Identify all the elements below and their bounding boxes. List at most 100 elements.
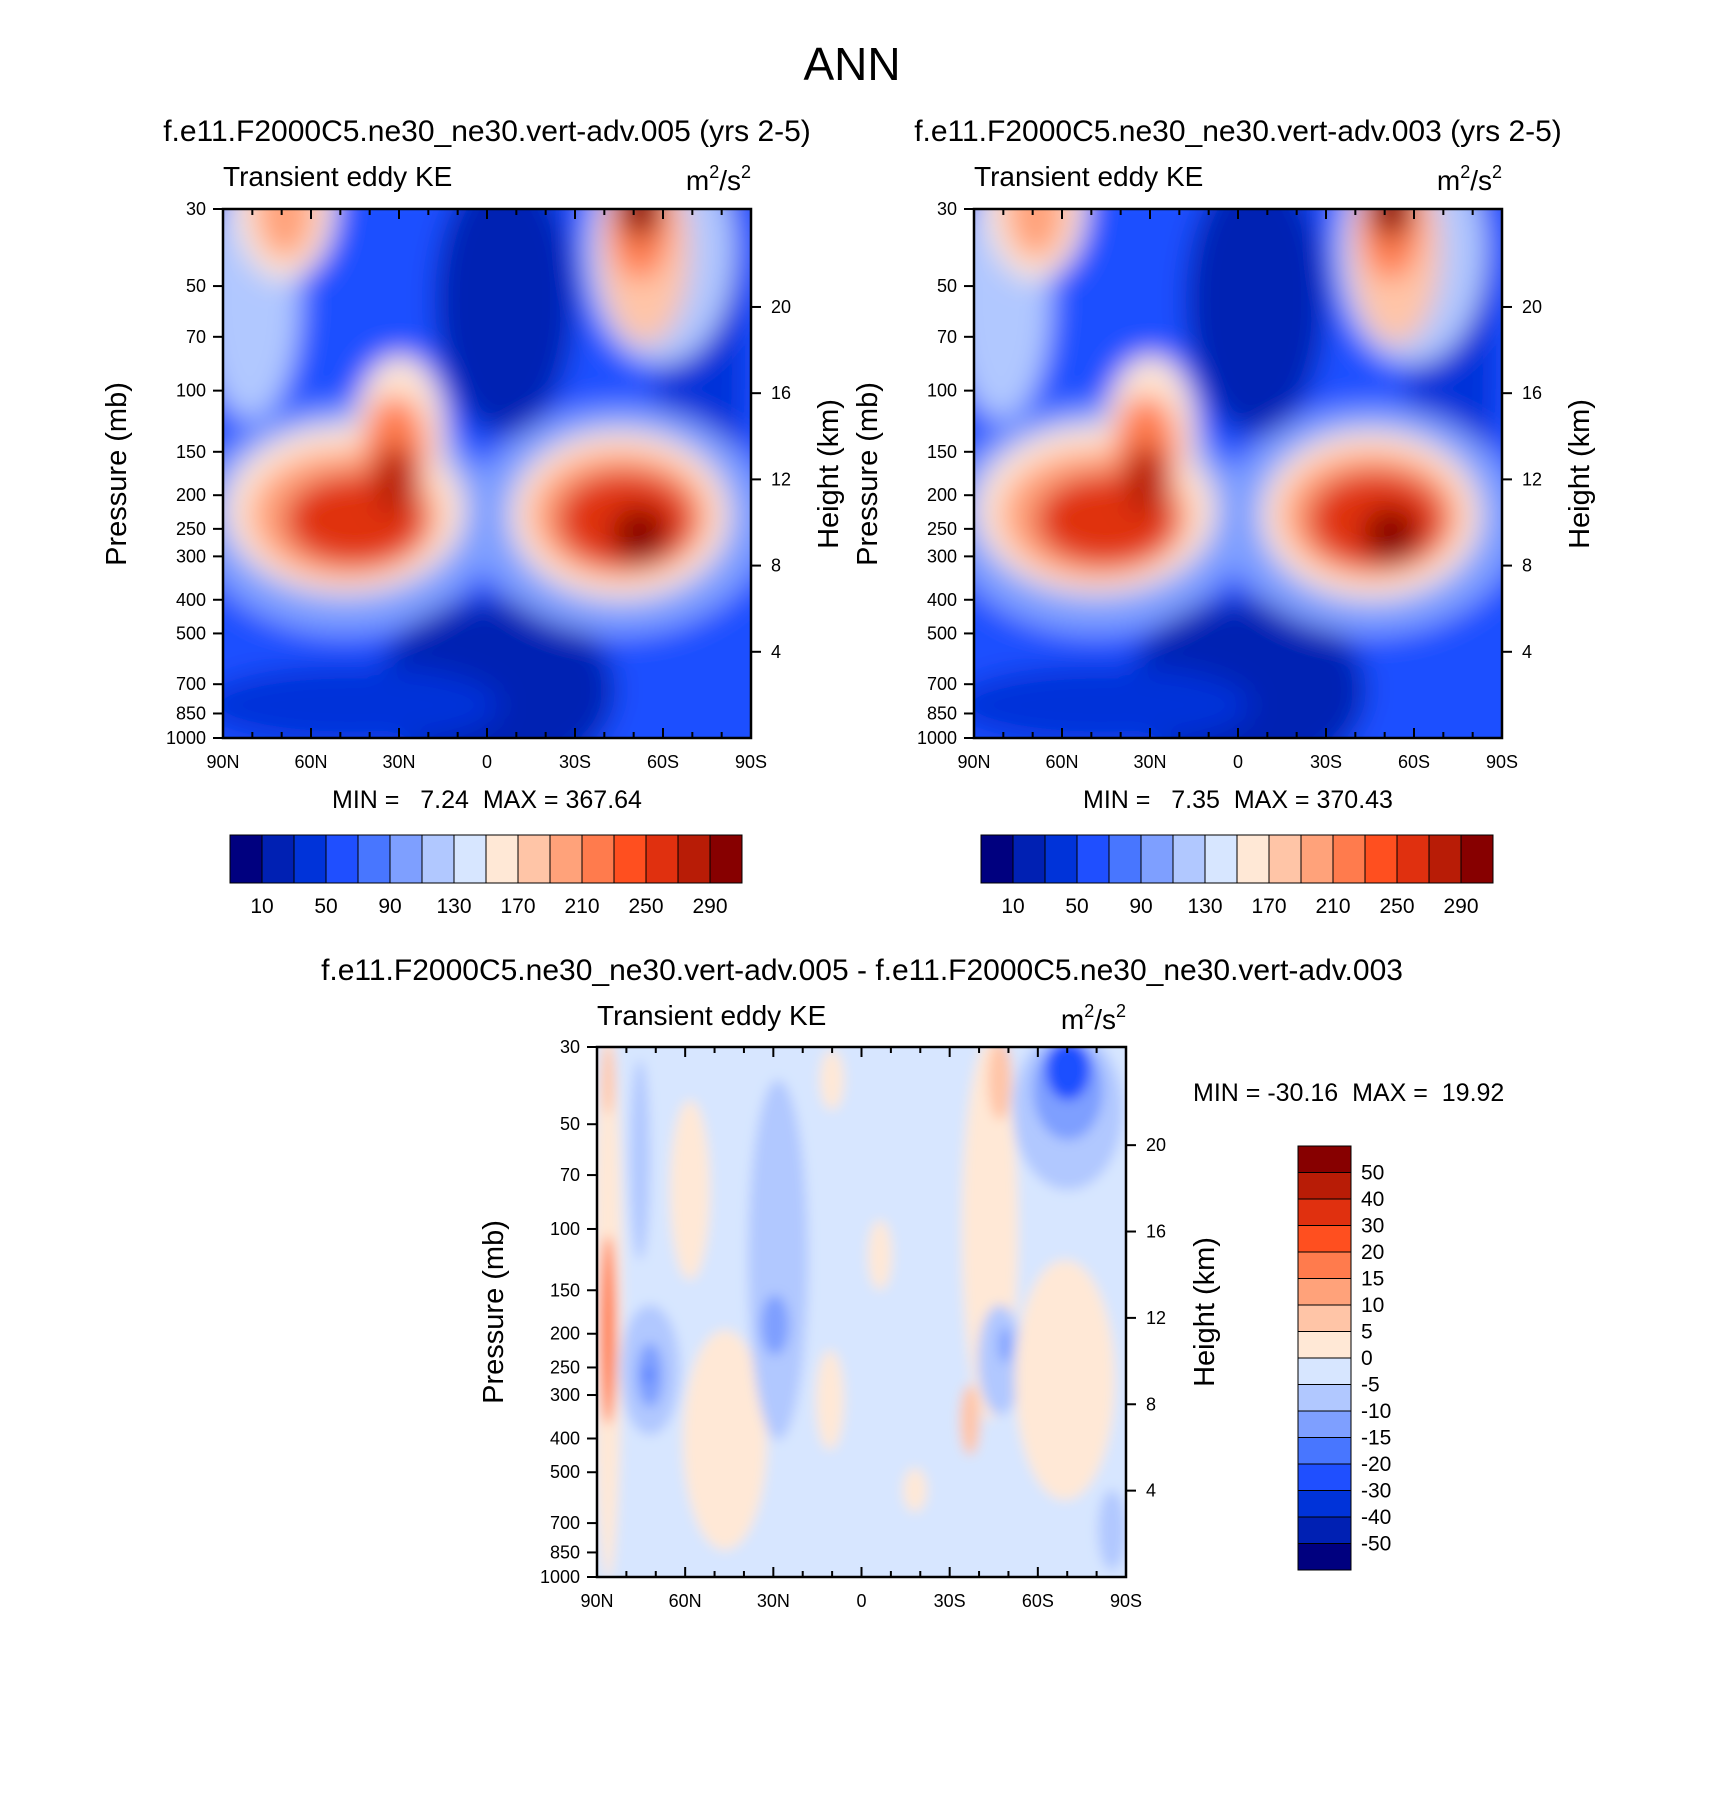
colorbar-label: 250 [628,895,663,918]
y-tick-label: 250 [927,519,957,539]
colorbar-box [293,834,327,884]
colorbar: 10 50 90 130 170 210 250 290 [229,834,743,918]
y-right-tick-label: 8 [1522,556,1532,576]
colorbar-box [1172,834,1206,884]
left-string: Transient eddy KE [974,161,1203,192]
colorbar-label: -5 [1361,1374,1380,1397]
colorbar-label: 50 [1361,1162,1384,1185]
colorbar-label: 90 [1129,895,1152,918]
y-tick-label: 200 [927,485,957,505]
colorbar-label: 170 [1251,895,1286,918]
y-right-tick-label: 8 [771,556,781,576]
x-tick-label: 60S [1398,752,1430,772]
colorbar-label: -40 [1361,1506,1391,1529]
colorbar-label: 15 [1361,1268,1384,1291]
colorbar-box [1297,1331,1352,1359]
colorbar-label: 130 [1187,895,1222,918]
x-tick-label: 60N [1045,752,1078,772]
colorbar-box [1297,1225,1352,1253]
y-tick-label: 250 [550,1357,580,1377]
y-tick-label: 1000 [166,728,206,748]
min-max-label: MIN = 7.24 MAX = 367.64 [332,786,642,814]
colorbar-label: 20 [1361,1241,1384,1264]
y-tick-label: 1000 [917,728,957,748]
y-right-tick-label: 4 [771,642,781,662]
y-right-tick-label: 20 [1522,297,1542,317]
min-max-label: MIN = 7.35 MAX = 370.43 [1083,786,1393,814]
colorbar-box [581,834,615,884]
colorbar-box [389,834,423,884]
colorbar-label: 130 [436,895,471,918]
x-tick-label: 60N [669,1591,702,1611]
colorbar-label: 10 [1361,1294,1384,1317]
x-tick-label: 90S [1486,752,1518,772]
colorbar-box [1297,1410,1352,1438]
y-right-tick-label: 12 [771,469,791,489]
y-tick-label: 850 [176,703,206,723]
x-axis: 90N 60N 30N 0 30S 60S 90S [957,209,1518,772]
colorbar-box [1297,1543,1352,1571]
colorbar-box [1236,834,1270,884]
y-right-tick-label: 8 [1146,1394,1156,1414]
colorbar-label: 50 [314,895,337,918]
y-axis-right-title: Height (km) [1564,399,1596,549]
colorbar-box [453,834,487,884]
y-right-tick-label: 16 [1522,383,1542,403]
units-label: m2/s2 [1437,162,1502,196]
colorbar-box [1297,1172,1352,1200]
colorbar-box [229,834,263,884]
x-tick-label: 60S [1022,1591,1054,1611]
x-axis: 90N 60N 30N 0 30S 60S 90S [206,209,767,772]
colorbar-box [261,834,295,884]
y-tick-label: 400 [550,1429,580,1449]
colorbar-box [1300,834,1334,884]
y-right-tick-label: 20 [771,297,791,317]
x-tick-label: 60S [647,752,679,772]
y-tick-label: 30 [186,199,206,219]
colorbar-box [1297,1145,1352,1173]
y-tick-label: 100 [927,381,957,401]
y-tick-label: 50 [937,276,957,296]
y-tick-label: 150 [550,1280,580,1300]
panel-model-005: f.e11.F2000C5.ne30_ne30.vert-adv.005 (yr… [101,115,845,918]
colorbar: 10 50 90 130 170 210 250 290 [980,834,1494,918]
y-tick-label: 700 [927,674,957,694]
x-tick-label: 90S [1110,1591,1142,1611]
y-tick-label: 850 [550,1542,580,1562]
colorbar-label: -30 [1361,1480,1391,1503]
left-string: Transient eddy KE [597,1000,826,1031]
y-tick-label: 500 [927,623,957,643]
colorbar-box [980,834,1014,884]
colorbar-label: 250 [1379,895,1414,918]
colorbar-box [421,834,455,884]
x-tick-label: 90N [957,752,990,772]
x-tick-label: 90N [580,1591,613,1611]
y-axis-title: Pressure (mb) [478,1220,510,1404]
y-right-tick-label: 20 [1146,1135,1166,1155]
colorbar-box [549,834,583,884]
y-axis-title: Pressure (mb) [101,382,133,566]
y-right-tick-label: 4 [1522,642,1532,662]
colorbar-box [1140,834,1174,884]
y-tick-label: 1000 [540,1567,580,1587]
colorbar-label: 5 [1361,1321,1373,1344]
x-axis: 90N 60N 30N 0 30S 60S 90S [580,1047,1142,1611]
y-axis-pressure: 30 50 70 100 150 200 250 300 400 500 700 850 1000 [166,199,223,748]
left-string: Transient eddy KE [223,161,452,192]
y-tick-label: 700 [176,674,206,694]
y-right-tick-label: 12 [1522,469,1542,489]
y-axis-pressure: 30 50 70 100 150 200 250 300 400 500 700 850 1000 [540,1037,597,1587]
colorbar-box [613,834,647,884]
x-tick-label: 0 [482,752,492,772]
y-right-tick-label: 16 [771,383,791,403]
colorbar-box [1364,834,1398,884]
colorbar-box [677,834,711,884]
panel-model-003: f.e11.F2000C5.ne30_ne30.vert-adv.003 (yr… [852,115,1596,918]
colorbar-box [1297,1437,1352,1465]
colorbar-label: 0 [1361,1347,1373,1370]
panel-title: f.e11.F2000C5.ne30_ne30.vert-adv.003 (yr… [914,115,1562,148]
y-axis-title: Pressure (mb) [852,382,884,566]
y-tick-label: 150 [927,442,957,462]
y-right-tick-label: 4 [1146,1481,1156,1501]
